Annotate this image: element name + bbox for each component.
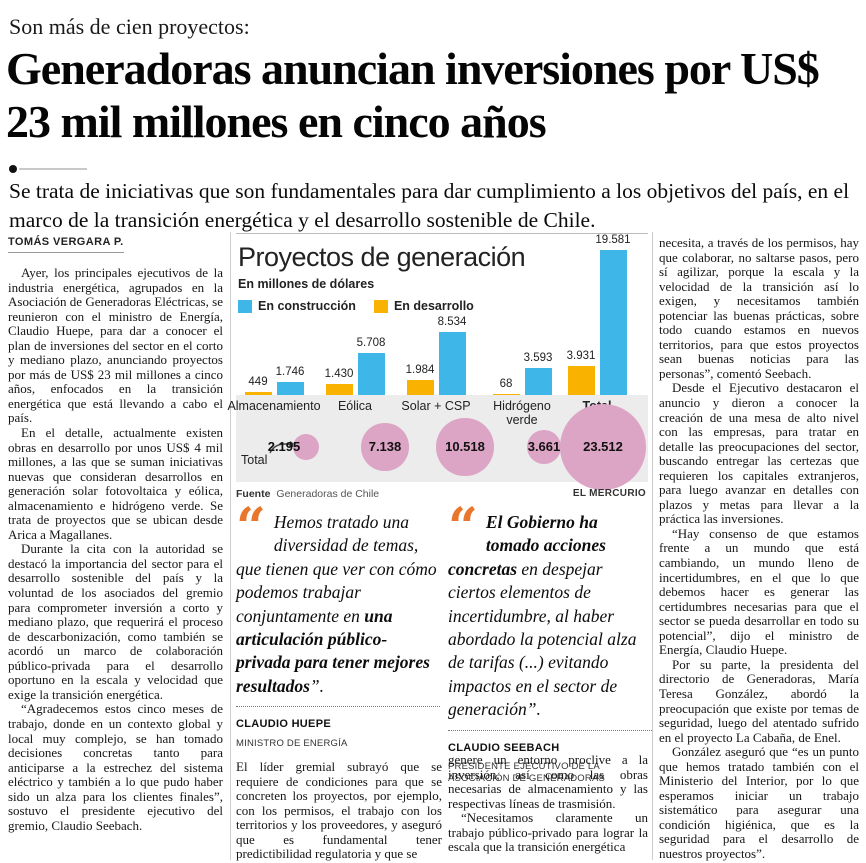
bar-value-label: 449 [248, 375, 268, 388]
quote-author: CLAUDIO SEEBACH [448, 741, 560, 754]
bar-value-label: 1.746 [275, 366, 305, 379]
paragraph: necesita, a través de los permisos, hay … [659, 235, 859, 381]
legend-swatch-blue [238, 299, 252, 313]
source-text: Generadoras de Chile [276, 488, 380, 500]
bar-en-desarrollo [406, 380, 434, 395]
bullet-dot [9, 165, 17, 173]
bar-en-desarrollo [325, 384, 353, 395]
bar-en-construcción [276, 382, 304, 395]
quote-author-role: PRESIDENTE EJECUTIVO DE LA ASOCIACIÓN DE… [448, 761, 606, 784]
bar-en-desarrollo [567, 365, 595, 395]
bar-value-label: 68 [499, 377, 513, 390]
quote-text-bold: una articulación público-privada para te… [236, 605, 430, 696]
generation-projects-chart: Proyectos de generación En millones de d… [227, 233, 648, 501]
source-label: Fuente [236, 488, 271, 500]
legend-swatch-yellow [373, 299, 388, 313]
total-bubble [527, 430, 561, 464]
bar-value-label: 3.931 [566, 349, 596, 362]
byline: TOMÁS VERGARA P. [8, 236, 124, 253]
paragraph: El líder gremial subrayó que se requiere… [236, 759, 442, 862]
chart-subtitle: En millones de dólares [238, 277, 375, 291]
paragraph: Por su parte, la presidenta del director… [659, 656, 859, 745]
quote-close: ”. [309, 675, 325, 696]
total-bubble-value: 2.195 [267, 439, 301, 454]
bar-value-label: 5.708 [356, 336, 386, 349]
bar-en-desarrollo [244, 391, 272, 395]
bar-en-construcción [438, 331, 466, 395]
paragraph: González aseguró que “es un punto que he… [659, 744, 859, 861]
kicker: Son más de cien proyectos: [9, 14, 250, 39]
total-bubble-value: 3.661 [527, 439, 561, 454]
bar-en-construcción [357, 352, 385, 395]
bubble-total-label: Total [241, 453, 268, 467]
total-bubble [292, 433, 320, 461]
total-bubble-value: 23.512 [583, 439, 623, 454]
paragraph: “Necesitamos claramente un trabajo públi… [448, 810, 648, 855]
deck: Se trata de iniciativas que son fundamen… [9, 179, 850, 232]
paragraph: Desde el Ejecutivo destacaron el anuncio… [659, 380, 859, 527]
column-divider-right [652, 232, 653, 860]
quote-attribution: CLAUDIO SEEBACH PRESIDENTE EJECUTIVO DE … [448, 729, 652, 785]
pull-quote-huepe: “Hemos tratado una diversidad de temas, … [236, 497, 440, 750]
total-bubble-value: 7.138 [368, 439, 402, 454]
paragraph: “Hay consenso de que estamos frente a un… [659, 525, 859, 658]
chart-top-rule [236, 233, 648, 234]
quote-text: Hemos tratado una diversidad de temas, q… [236, 512, 437, 626]
bar-en-construcción [599, 250, 627, 395]
quote-text: en despejar ciertos elementos de incerti… [448, 558, 637, 720]
paragraph: Durante la cita con la autoridad se dest… [8, 541, 223, 702]
category-label: Solar + CSP [401, 399, 471, 413]
bar-plot: 449 1.746 1.430 5.708 1.984 8.534 68 3.593 3.931… [236, 234, 648, 395]
pull-quote-seebach: “El Gobierno ha tomado acciones concreta… [448, 497, 652, 785]
total-bubble-value: 10.518 [445, 439, 485, 454]
quote-mark-icon: “ [448, 497, 478, 558]
headline: Generadoras anuncian inversiones por US$… [6, 43, 820, 148]
bar-en-construcción [524, 368, 552, 395]
quote-text-bold: El Gobierno ha tomado acciones concretas [448, 512, 606, 579]
bar-value-label: 3.593 [523, 352, 553, 365]
quote-mark-icon: “ [236, 497, 266, 558]
chart-legend: En construcción En desarrollo [238, 299, 474, 313]
bar-value-label: 8.534 [437, 315, 467, 328]
legend-label: En construcción [258, 299, 356, 313]
article-column-mid2: genere un entorno proclive a la inversió… [448, 752, 648, 855]
legend-item-desarrollo: En desarrollo [373, 299, 474, 313]
rule-line [19, 168, 87, 170]
legend-label: En desarrollo [393, 299, 474, 313]
article-column-left: Ayer, los principales ejecutivos de la i… [8, 265, 223, 833]
paragraph: genere un entorno proclive a la inversió… [448, 752, 648, 811]
column-divider-left [230, 232, 231, 860]
bar-value-label: 1.984 [405, 364, 435, 377]
chart-lower-panel: Total Almacenamiento 2.195 Eólica 7.138 Sola… [227, 395, 648, 490]
bar-value-label: 1.430 [324, 368, 354, 381]
paragraph: “Agradecemos estos cinco meses de trabaj… [8, 701, 223, 833]
category-label: Almacenamiento [227, 399, 321, 413]
bar-en-desarrollo [492, 393, 520, 395]
chart-footer: Fuente Generadoras de Chile EL MERCURIO [236, 488, 648, 500]
quote-attribution: CLAUDIO HUEPE MINISTRO DE ENERGÍA [236, 706, 440, 749]
total-bubble [361, 423, 409, 471]
credit: EL MERCURIO [572, 488, 646, 499]
quote-author: CLAUDIO HUEPE [236, 718, 331, 731]
legend-item-construccion: En construcción [238, 299, 356, 313]
category-label: Hidrógeno verde [493, 399, 551, 427]
quote-author-role: MINISTRO DE ENERGÍA [236, 737, 348, 749]
headline-rule [9, 164, 89, 174]
article-column-right: necesita, a través de los permisos, hay … [659, 235, 859, 862]
paragraph: Ayer, los principales ejecutivos de la i… [8, 265, 223, 426]
chart-title: Proyectos de generación [238, 242, 526, 272]
article-column-mid1: El líder gremial subrayó que se requiere… [236, 759, 442, 862]
paragraph: En el detalle, actualmente existen obras… [8, 425, 223, 542]
total-bubble [560, 404, 646, 490]
total-bubble [436, 418, 494, 476]
category-label: Eólica [337, 399, 373, 413]
bar-value-label: 19.581 [595, 234, 631, 246]
